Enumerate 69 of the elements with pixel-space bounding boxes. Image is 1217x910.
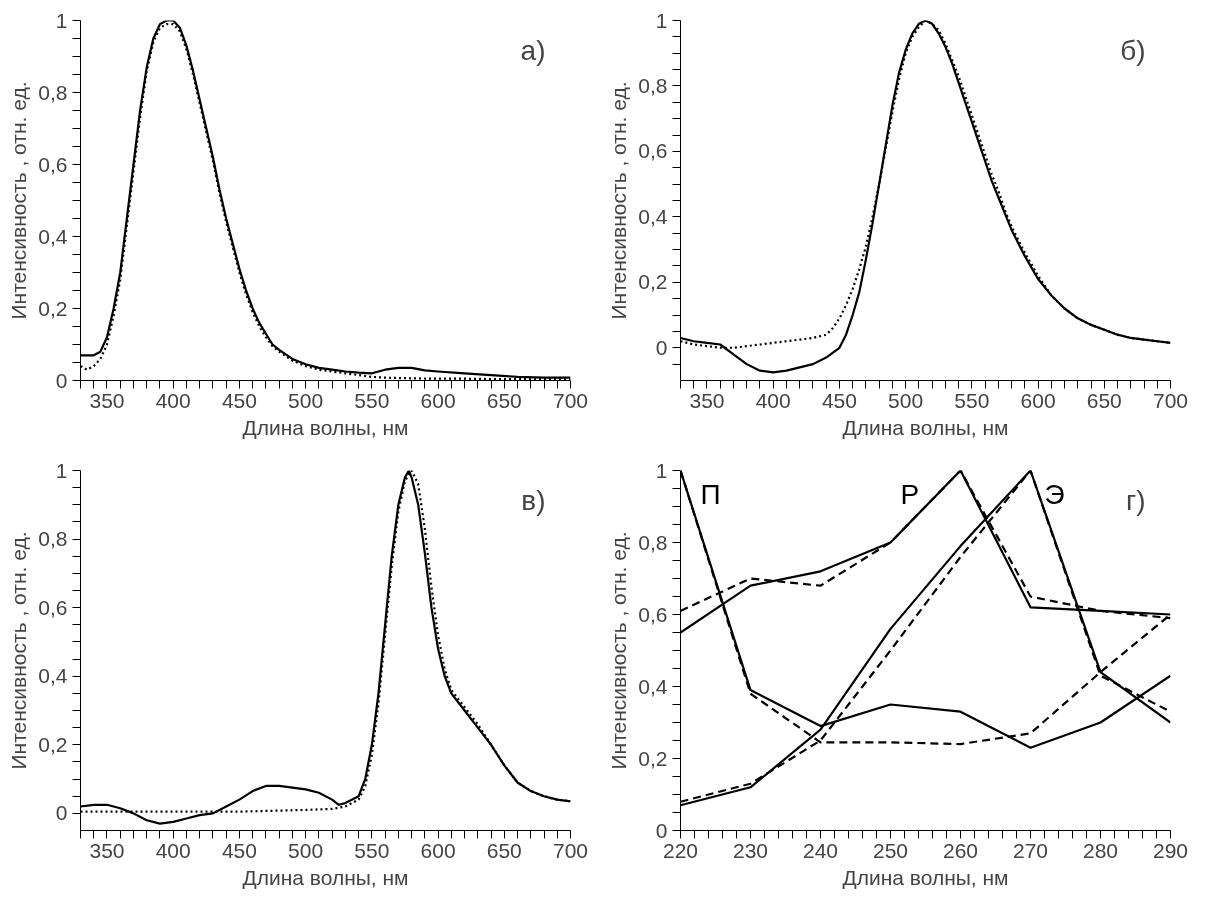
y-tick-label: 0,4 [38,664,68,688]
x-tick-label: 450 [221,388,257,412]
x-tick-label: 550 [354,388,390,412]
y-tick-label: 0,8 [38,80,68,104]
x-tick-label: 450 [221,838,257,862]
x-tick-label: 650 [1086,388,1122,412]
annotation: б) [1120,34,1146,66]
x-tick-label: 700 [552,388,589,412]
y-tick-label: 0 [55,368,68,392]
y-tick-label: 1 [655,8,668,32]
x-tick-label: 400 [755,388,791,412]
y-tick-label: 0,8 [38,527,68,551]
y-tick-label: 0,8 [638,530,668,554]
y-tick-label: 0,2 [38,296,68,320]
y-axis-title: Интенсивность , отн. ед. [607,81,631,320]
x-tick-label: 550 [354,838,390,862]
x-tick-label: 700 [552,838,589,862]
x-axis-title: Длина волны, нм [842,865,1009,889]
y-tick-label: 0 [55,801,68,825]
x-tick-label: 260 [942,838,979,862]
x-tick-label: 230 [732,838,769,862]
x-axis-title: Длина волны, нм [842,415,1009,439]
x-tick-label: 500 [288,838,324,862]
x-tick-label: 240 [802,838,839,862]
annotation: в) [521,484,546,516]
y-tick-label: 0,6 [638,602,668,626]
y-tick-label: 0,8 [638,73,668,97]
x-tick-label: 500 [888,388,924,412]
y-tick-label: 0,4 [38,224,68,248]
x-tick-label: 350 [89,838,125,862]
series-label: Р [900,478,920,510]
x-tick-label: 550 [954,388,990,412]
x-tick-label: 600 [420,838,456,862]
y-tick-label: 0,2 [38,732,68,756]
annotation: а) [520,34,546,66]
y-tick-label: 1 [55,8,68,32]
series-label: Э [1044,478,1065,510]
annotation: г) [1125,484,1146,516]
y-tick-label: 0,2 [638,270,668,294]
x-tick-label: 650 [486,388,522,412]
x-tick-label: 270 [1012,838,1049,862]
x-tick-label: 290 [1152,838,1189,862]
y-axis-title: Интенсивность , отн. ед. [7,531,31,770]
y-tick-label: 1 [655,458,668,482]
y-tick-label: 0,6 [38,152,68,176]
x-tick-label: 600 [420,388,456,412]
y-tick-label: 0,2 [638,746,668,770]
x-tick-label: 600 [1020,388,1056,412]
x-tick-label: 650 [486,838,522,862]
x-tick-label: 500 [288,388,324,412]
y-tick-label: 0,6 [638,139,668,163]
x-axis-title: Длина волны, нм [242,865,409,889]
y-axis-title: Интенсивность , отн. ед. [607,531,631,770]
x-tick-label: 350 [89,388,125,412]
y-tick-label: 0,6 [38,595,68,619]
x-tick-label: 350 [689,388,725,412]
x-axis-title: Длина волны, нм [242,415,409,439]
x-tick-label: 250 [872,838,909,862]
y-tick-label: 0,4 [638,674,668,698]
x-tick-label: 400 [155,388,191,412]
y-tick-label: 0,4 [638,204,668,228]
y-axis-title: Интенсивность , отн. ед. [7,81,31,320]
x-tick-label: 700 [1152,388,1189,412]
x-tick-label: 400 [155,838,191,862]
y-tick-label: 0 [655,335,668,359]
x-tick-label: 280 [1082,838,1119,862]
y-tick-label: 1 [55,458,68,482]
series-label: П [700,478,721,510]
x-tick-label: 450 [821,388,857,412]
